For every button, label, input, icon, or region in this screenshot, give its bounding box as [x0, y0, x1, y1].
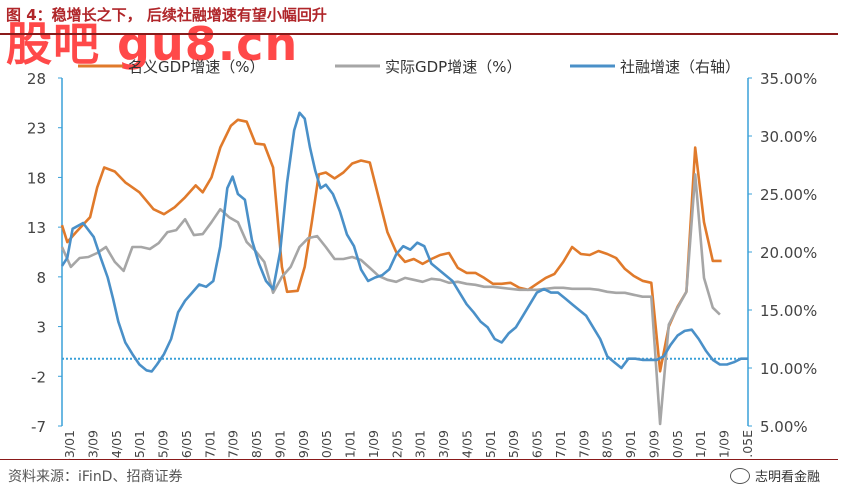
x-tick-label: 2011/09 — [366, 430, 381, 460]
series-line-1 — [60, 118, 722, 373]
x-tick-label: 2021/01 — [693, 430, 708, 460]
x-tick-label: 2005/01 — [132, 430, 147, 460]
x-tick-label: 2017/01 — [553, 430, 568, 460]
x-tick-label: 2003/09 — [85, 430, 100, 460]
y-left-tick-label: -2 — [31, 368, 46, 386]
x-tick-label: 2013/09 — [436, 430, 451, 460]
title-divider — [0, 33, 838, 35]
y-right-tick-label: 5.00% — [760, 418, 808, 436]
watermark-text: 股吧 gu8.cn — [6, 17, 299, 71]
brand-name: 志明看金融 — [754, 470, 820, 485]
x-tick-label: 2016/05 — [530, 430, 545, 460]
series-line-3 — [60, 111, 748, 373]
x-tick-label: 2010/05 — [319, 430, 334, 460]
x-tick-label: 2011/01 — [343, 430, 358, 460]
y-left-tick-label: 8 — [36, 269, 46, 287]
x-tick-label: 2007/01 — [202, 430, 217, 460]
x-tick-label: 2004/05 — [109, 430, 124, 460]
x-tick-label: 2006/05 — [179, 430, 194, 460]
y-right-tick-label: 30.00% — [760, 128, 817, 146]
x-tick-label: 2015/01 — [483, 430, 498, 460]
figure-title: 图 4：稳增长之下， 后续社融增速有望小幅回升 — [6, 6, 327, 24]
x-tick-label: 2012/05 — [389, 430, 404, 460]
series-line-2 — [60, 173, 721, 426]
y-left-tick-label: 3 — [36, 319, 46, 337]
legend-label-2: 实际GDP增速（%） — [385, 58, 521, 76]
x-tick-label: 2019/09 — [646, 430, 661, 460]
y-left-tick-label: 28 — [27, 70, 46, 88]
y-left-tick-label: 18 — [27, 169, 46, 187]
x-tick-label: 2008/05 — [249, 430, 264, 460]
legend-label-3: 社融增速（右轴） — [620, 58, 740, 76]
x-tick-label: 2020/05 — [670, 430, 685, 460]
y-right-tick-label: 10.00% — [760, 360, 817, 378]
chart-area: -7 -2 3 8 13 18 23 28 5.00% 10.00% 15.00% 20.00% 25.… — [27, 58, 817, 460]
source-note: 资料来源：iFinD、招商证券 — [8, 469, 183, 485]
y-right-tick-label: 15.00% — [760, 302, 817, 320]
x-tick-label: 2003/01 — [62, 430, 77, 460]
wechat-icon — [729, 467, 750, 484]
x-tick-label: 2009/09 — [296, 430, 311, 460]
x-tick-label: 2005/09 — [156, 430, 171, 460]
x-tick-label: 2014/05 — [459, 430, 474, 460]
y-right-tick-label: 25.00% — [760, 186, 817, 204]
y-left-tick-label: 23 — [27, 120, 46, 138]
x-tick-label: 2022.05E — [740, 430, 755, 460]
legend-label-1: 名义GDP增速（%） — [128, 58, 264, 76]
y-left-tick-label: -7 — [31, 418, 46, 436]
y-right-tick-label: 20.00% — [760, 244, 817, 262]
x-tick-label: 2018/05 — [600, 430, 615, 460]
x-tick-label: 2021/09 — [717, 430, 732, 460]
footer-divider — [0, 459, 838, 460]
y-right-tick-label: 35.00% — [760, 70, 817, 88]
x-tick-label: 2009/01 — [272, 430, 287, 460]
x-tick-label: 2019/01 — [623, 430, 638, 460]
y-left-tick-label: 13 — [27, 219, 46, 237]
x-tick-label: 2017/09 — [576, 430, 591, 460]
brand-badge: 志明看金融 — [729, 466, 820, 485]
x-tick-label: 2007/09 — [226, 430, 241, 460]
x-tick-label: 2013/01 — [413, 430, 428, 460]
x-tick-label: 2015/09 — [506, 430, 521, 460]
